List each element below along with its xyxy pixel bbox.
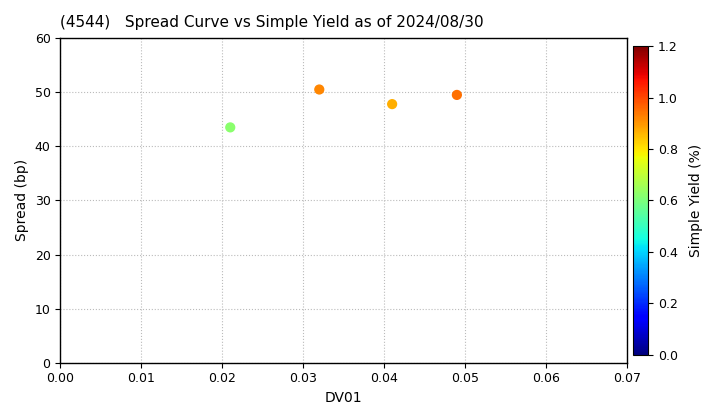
- Point: [225, 124, 236, 131]
- Point: [313, 86, 325, 93]
- Text: (4544)   Spread Curve vs Simple Yield as of 2024/08/30: (4544) Spread Curve vs Simple Yield as o…: [60, 15, 484, 30]
- Point: [451, 92, 463, 98]
- Y-axis label: Spread (bp): Spread (bp): [15, 159, 29, 242]
- X-axis label: DV01: DV01: [325, 391, 362, 405]
- Y-axis label: Simple Yield (%): Simple Yield (%): [689, 144, 703, 257]
- Point: [387, 101, 398, 108]
